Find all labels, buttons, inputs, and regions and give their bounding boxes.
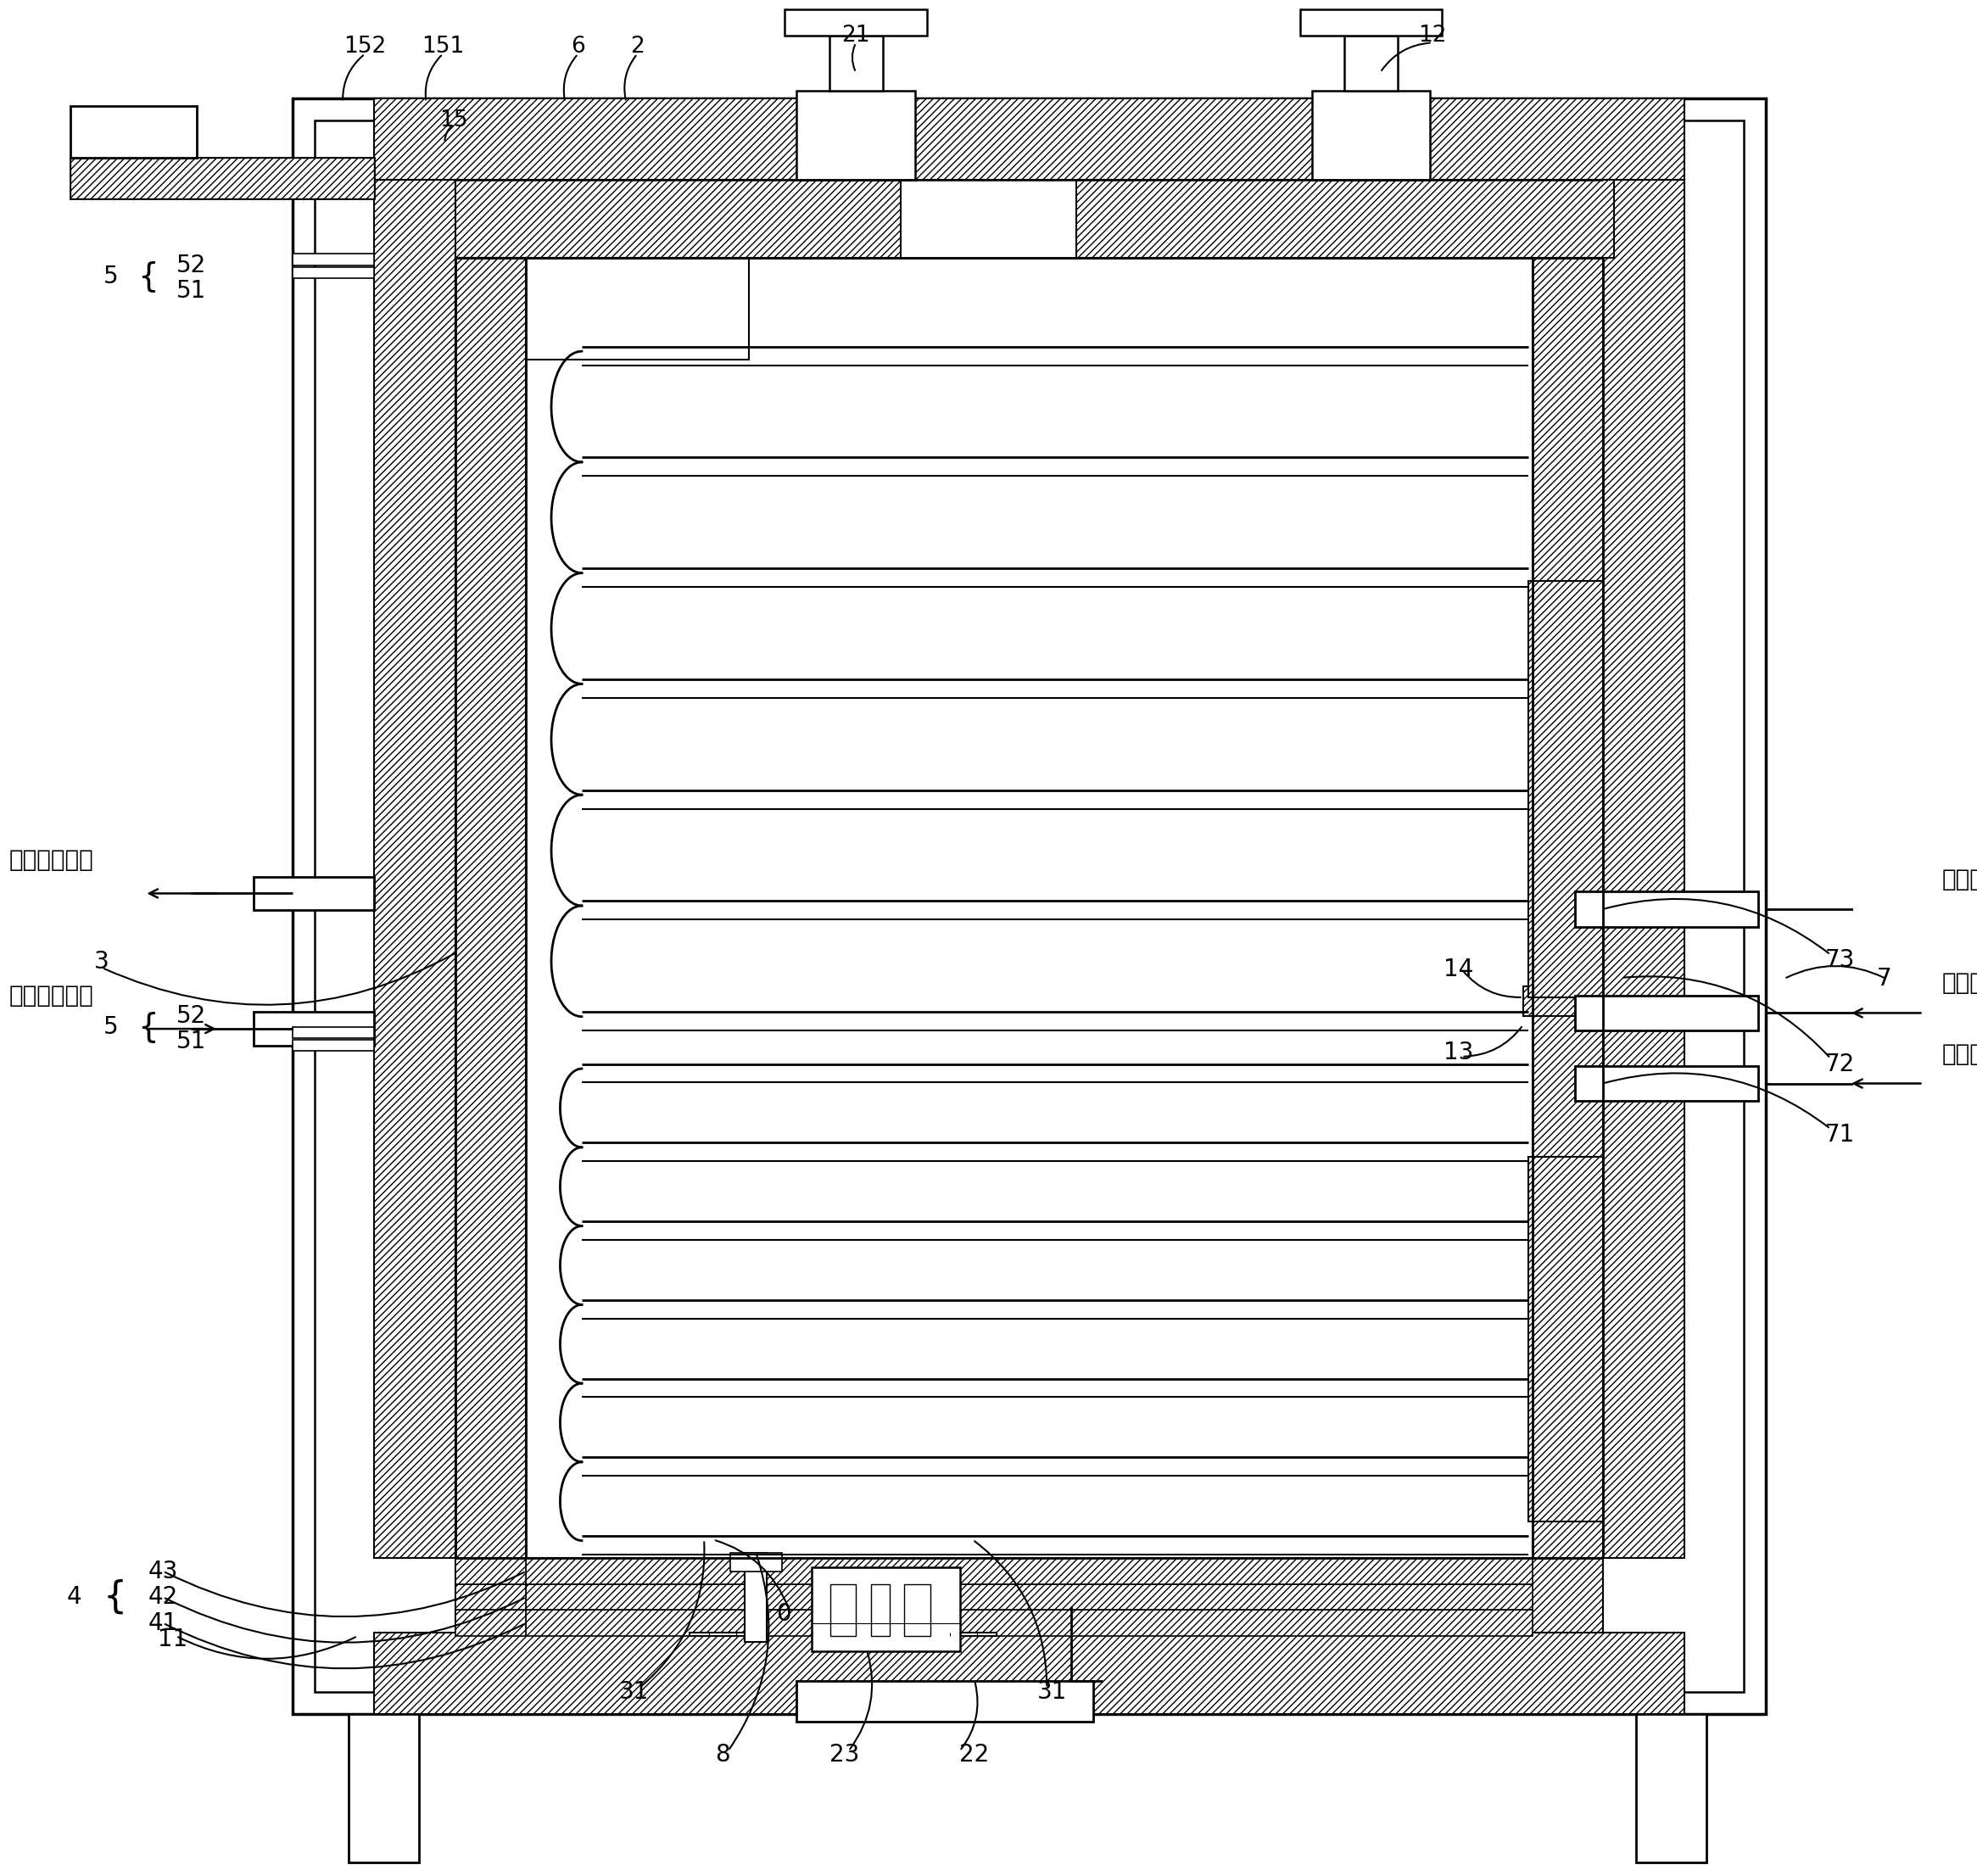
- Text: 14: 14: [1443, 957, 1473, 981]
- Bar: [374, 1632, 1684, 1715]
- Bar: [348, 1715, 419, 1863]
- Bar: [797, 1681, 1093, 1722]
- Bar: [830, 1583, 856, 1636]
- Bar: [1532, 257, 1603, 1559]
- Bar: [293, 1039, 374, 1051]
- Text: {: {: [138, 1011, 158, 1043]
- Bar: [828, 36, 882, 90]
- Text: 4: 4: [67, 1585, 81, 1610]
- Bar: [293, 1026, 374, 1037]
- Text: 饱和蒸汽入口: 饱和蒸汽入口: [10, 983, 93, 1007]
- Text: 0: 0: [777, 1602, 791, 1626]
- Bar: [1301, 9, 1441, 36]
- Bar: [71, 158, 374, 199]
- Bar: [374, 180, 457, 1559]
- Text: 71: 71: [1825, 1122, 1854, 1146]
- Text: 152: 152: [344, 36, 386, 58]
- Bar: [690, 1632, 755, 1636]
- Text: 混合原料气入口: 混合原料气入口: [1941, 1041, 1977, 1066]
- Bar: [1576, 1066, 1758, 1101]
- Bar: [1313, 90, 1429, 180]
- Text: 52: 52: [176, 253, 206, 278]
- Bar: [457, 180, 900, 257]
- Bar: [1075, 180, 1613, 257]
- Bar: [457, 1583, 526, 1610]
- Text: 151: 151: [421, 36, 465, 58]
- Bar: [293, 266, 374, 278]
- Text: 2: 2: [631, 36, 645, 58]
- Text: 72: 72: [1825, 1052, 1854, 1075]
- Text: 过热蒸汽出口: 过热蒸汽出口: [10, 848, 93, 872]
- Bar: [526, 1583, 1532, 1610]
- Bar: [1522, 987, 1603, 1015]
- Text: 6: 6: [571, 36, 585, 58]
- Text: 13: 13: [1443, 1041, 1473, 1066]
- Text: 5: 5: [103, 1015, 119, 1039]
- Text: 51: 51: [176, 1030, 206, 1054]
- Bar: [526, 257, 749, 360]
- Text: 73: 73: [1825, 949, 1854, 972]
- Text: {: {: [138, 261, 158, 293]
- Bar: [526, 1559, 1532, 1583]
- Bar: [745, 1553, 767, 1642]
- Bar: [1344, 36, 1398, 90]
- Text: 41: 41: [148, 1611, 178, 1636]
- Bar: [314, 120, 1744, 1692]
- Bar: [293, 253, 374, 265]
- Bar: [785, 9, 927, 36]
- Text: 42: 42: [148, 1585, 178, 1610]
- Bar: [929, 1632, 996, 1636]
- Text: 31: 31: [619, 1679, 648, 1703]
- Text: {: {: [103, 1580, 127, 1615]
- Bar: [293, 98, 1765, 1715]
- Bar: [457, 1559, 1603, 1636]
- Bar: [457, 1559, 526, 1583]
- Text: 12: 12: [1418, 24, 1447, 47]
- Text: 21: 21: [842, 24, 870, 47]
- Bar: [253, 1013, 374, 1045]
- Text: 11: 11: [158, 1628, 188, 1651]
- Text: 31: 31: [1038, 1679, 1068, 1703]
- Bar: [253, 876, 374, 910]
- Text: 23: 23: [830, 1743, 860, 1767]
- Bar: [797, 90, 915, 180]
- Bar: [1528, 1157, 1603, 1521]
- Bar: [903, 1583, 929, 1636]
- Bar: [526, 1610, 1532, 1636]
- Bar: [457, 257, 526, 360]
- Text: 15: 15: [439, 109, 469, 131]
- Text: 蒸汽出口: 蒸汽出口: [1941, 869, 1977, 891]
- Bar: [374, 98, 1684, 180]
- Bar: [1576, 891, 1758, 927]
- Bar: [1637, 1715, 1706, 1863]
- Bar: [71, 158, 374, 199]
- Bar: [457, 1610, 526, 1636]
- Text: 22: 22: [959, 1743, 990, 1767]
- Text: 5: 5: [103, 265, 119, 289]
- Bar: [1528, 582, 1603, 998]
- Text: 51: 51: [176, 280, 206, 302]
- Text: 52: 52: [176, 1004, 206, 1028]
- Bar: [457, 257, 526, 1559]
- Bar: [811, 1568, 959, 1651]
- Text: 除盐水入口: 除盐水入口: [1941, 972, 1977, 996]
- Text: 43: 43: [148, 1559, 178, 1583]
- Text: 8: 8: [716, 1743, 730, 1767]
- Text: 3: 3: [95, 951, 109, 974]
- Bar: [1603, 180, 1684, 1559]
- Bar: [730, 1553, 781, 1572]
- Bar: [71, 105, 196, 158]
- Bar: [870, 1583, 890, 1636]
- Bar: [1576, 996, 1758, 1030]
- Text: 7: 7: [1876, 966, 1892, 991]
